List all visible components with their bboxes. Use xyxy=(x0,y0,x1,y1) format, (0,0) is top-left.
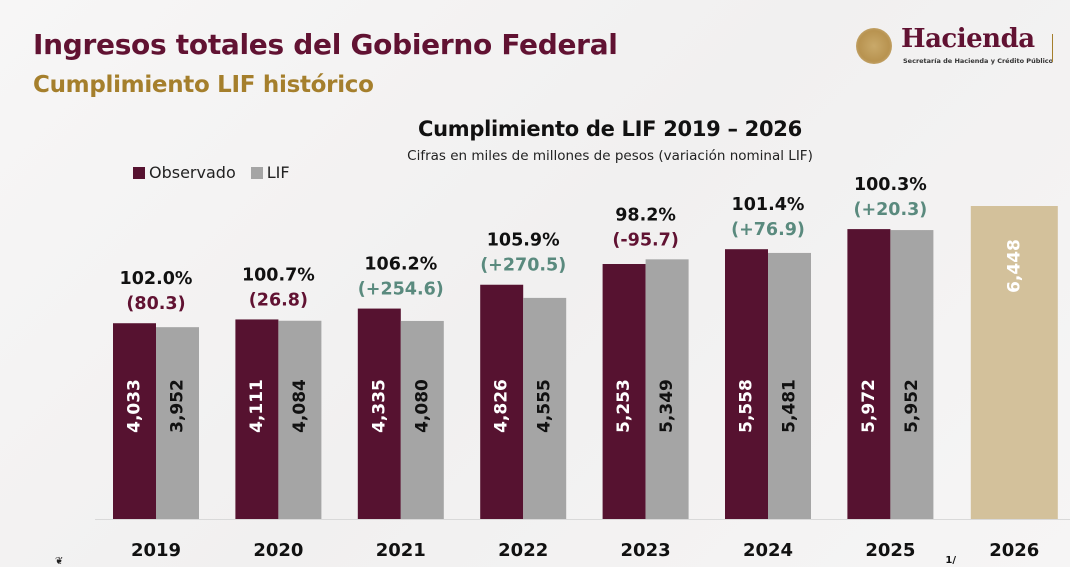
x-tick-label: 2019 xyxy=(131,540,181,561)
bar-value-label: 4,335 xyxy=(369,379,389,433)
variation-label: (+76.9) xyxy=(731,220,805,240)
compliance-label: 100.3% xyxy=(854,175,927,195)
page-title: Ingresos totales del Gobierno Federal xyxy=(33,28,618,61)
bar-lif-2026 xyxy=(970,206,1058,519)
national-seal-icon xyxy=(856,28,892,64)
variation-label: (-95.7) xyxy=(612,230,678,250)
footnote-mark: ❦ xyxy=(55,556,64,567)
compliance-label: 101.4% xyxy=(732,195,805,215)
bar-lif xyxy=(400,320,444,519)
bar-observado xyxy=(480,284,524,519)
hacienda-logo: Hacienda Secretaría de Hacienda y Crédit… xyxy=(856,24,1070,70)
compliance-label: 105.9% xyxy=(487,231,560,251)
bar-value-label: 4,084 xyxy=(290,379,310,433)
legend-item-observado: Observado xyxy=(133,163,236,182)
bar-lif xyxy=(768,252,811,519)
variation-label: (80.3) xyxy=(126,294,185,314)
variation-label: (+20.3) xyxy=(853,200,927,220)
bar-value-label: 4,111 xyxy=(247,379,267,433)
x-tick-label: 2022 xyxy=(498,540,548,561)
compliance-label: 102.0% xyxy=(120,269,193,289)
bar-value-label: 6,448 xyxy=(1004,239,1024,293)
bar-lif xyxy=(890,230,934,520)
footnote-marker: 1/ xyxy=(945,555,956,566)
bar-observado xyxy=(357,308,401,519)
bar-observado xyxy=(847,229,891,519)
chart-title: Cumplimiento de LIF 2019 – 2026 xyxy=(418,117,802,141)
bar-value-label: 5,952 xyxy=(902,379,922,433)
chart-legend: Observado LIF xyxy=(133,163,305,182)
page-subtitle: Cumplimiento LIF histórico xyxy=(33,72,374,98)
logo-separator xyxy=(1052,34,1053,62)
compliance-label: 100.7% xyxy=(242,265,315,285)
x-tick-label: 2026 xyxy=(989,540,1039,561)
bar-value-label: 3,952 xyxy=(168,379,188,433)
bar-observado xyxy=(235,319,279,519)
chart-subtitle: Cifras en miles de millones de pesos (va… xyxy=(407,148,813,164)
bar-lif xyxy=(278,320,322,519)
bar-lif xyxy=(645,259,689,519)
legend-item-lif: LIF xyxy=(250,163,290,182)
x-tick-label: 2023 xyxy=(621,540,671,561)
bar-value-label: 4,826 xyxy=(492,379,512,433)
bar-value-label: 5,558 xyxy=(737,379,757,433)
bar-observado xyxy=(602,264,646,519)
bar-lif xyxy=(156,327,199,519)
bar-value-label: 5,972 xyxy=(859,379,879,433)
x-tick-label: 2020 xyxy=(253,540,303,561)
legend-label-observado: Observado xyxy=(149,163,236,182)
bar-value-label: 5,481 xyxy=(780,379,800,433)
bar-value-label: 5,253 xyxy=(614,379,634,433)
bar-observado xyxy=(725,249,768,519)
legend-swatch-observado xyxy=(133,166,145,179)
bar-value-label: 4,555 xyxy=(535,379,555,433)
x-tick-label: 2025 xyxy=(865,540,915,561)
x-tick-label: 2021 xyxy=(376,540,426,561)
bar-observado xyxy=(113,323,156,519)
variation-label: (+270.5) xyxy=(480,256,566,276)
bar-value-label: 5,349 xyxy=(657,379,677,433)
compliance-label: 106.2% xyxy=(364,255,437,275)
logo-tagline: Secretaría de Hacienda y Crédito Público xyxy=(903,57,1054,65)
variation-label: (+254.6) xyxy=(358,280,444,300)
legend-swatch-lif xyxy=(250,166,263,179)
compliance-label: 98.2% xyxy=(615,205,676,225)
variation-label: (26.8) xyxy=(249,290,308,310)
bar-value-label: 4,033 xyxy=(125,379,145,433)
bar-value-label: 4,080 xyxy=(412,379,432,433)
logo-brand: Hacienda xyxy=(901,24,1035,54)
bar-lif xyxy=(523,297,567,519)
x-tick-label: 2024 xyxy=(743,540,793,561)
legend-label-lif: LIF xyxy=(266,163,290,182)
